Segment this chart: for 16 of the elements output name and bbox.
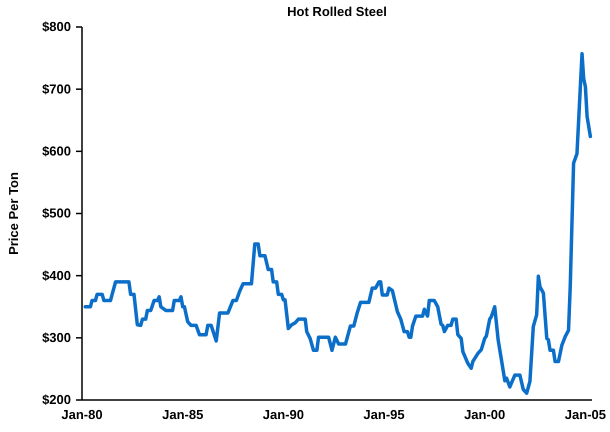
- y-tick-label: $600: [42, 143, 71, 158]
- x-tick-label: Jan-00: [464, 407, 506, 422]
- y-tick-label: $200: [42, 392, 71, 408]
- x-tick-label: Jan-05: [564, 407, 606, 422]
- y-tick-label: $400: [42, 268, 71, 283]
- chart-title: Hot Rolled Steel: [287, 4, 387, 19]
- line-series: [84, 52, 592, 395]
- x-tick-label: Jan-90: [262, 407, 304, 422]
- y-tick-label: $700: [42, 81, 71, 96]
- x-tick-label: Jan-95: [363, 407, 405, 422]
- y-tick-label: $300: [42, 330, 71, 345]
- x-tick-label: Jan-80: [61, 407, 103, 422]
- y-axis-title: Price Per Ton: [6, 172, 21, 255]
- x-tick-label: Jan-85: [162, 407, 204, 422]
- y-tick-label: $800: [42, 19, 71, 34]
- y-tick-label: $500: [42, 206, 71, 221]
